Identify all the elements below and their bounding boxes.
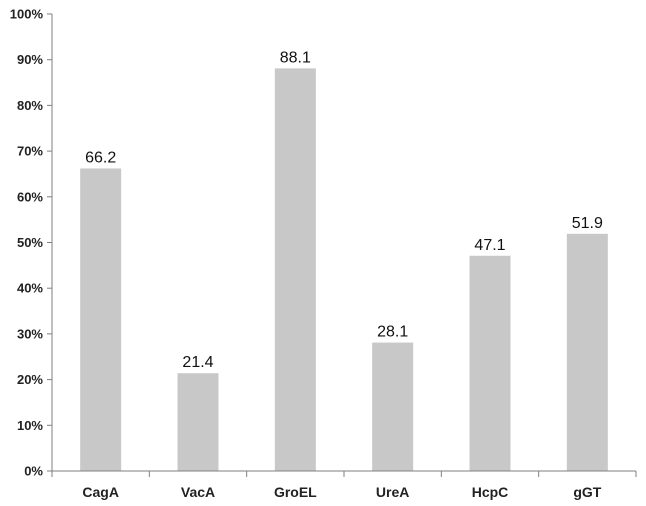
y-tick-label: 90% — [17, 52, 43, 67]
data-label-groel: 88.1 — [280, 49, 311, 66]
data-label-caga: 66.2 — [85, 149, 116, 166]
data-label-hcpc: 47.1 — [474, 237, 505, 254]
bar-urea — [372, 342, 414, 471]
bar-vaca — [177, 373, 219, 471]
bar-hcpc — [469, 255, 511, 471]
y-tick-label: 50% — [17, 235, 43, 250]
y-tick-label: 30% — [17, 326, 43, 341]
category-label-caga: CagA — [82, 484, 119, 500]
bar-groel — [274, 68, 316, 472]
category-label-ggt: gGT — [573, 484, 601, 500]
y-tick-label: 80% — [17, 98, 43, 113]
category-label-groel: GroEL — [274, 484, 317, 500]
bar-caga — [80, 168, 122, 471]
x-axis: CagA VacA GroEL UreA HcpC gGT — [51, 470, 637, 500]
bar-ggt — [566, 233, 608, 471]
category-label-vaca: VacA — [181, 484, 215, 500]
data-label-ggt: 51.9 — [572, 215, 603, 232]
category-label-hcpc: HcpC — [472, 484, 509, 500]
y-axis: 0% 10% 20% 30% 40% 50% 60% 70% 80% 90% 100% — [10, 7, 53, 479]
y-tick-label: 10% — [17, 418, 43, 433]
y-tick-label: 100% — [10, 7, 44, 22]
y-tick-label: 40% — [17, 281, 43, 296]
y-tick-label: 20% — [17, 372, 43, 387]
bars: 66.2 21.4 88.1 28.1 47.1 51.9 — [80, 49, 608, 472]
category-label-urea: UreA — [376, 484, 409, 500]
data-label-urea: 28.1 — [377, 324, 408, 341]
y-tick-label: 60% — [17, 189, 43, 204]
data-label-vaca: 21.4 — [182, 354, 213, 371]
y-tick-label: 70% — [17, 144, 43, 159]
y-tick-label: 0% — [24, 464, 43, 479]
